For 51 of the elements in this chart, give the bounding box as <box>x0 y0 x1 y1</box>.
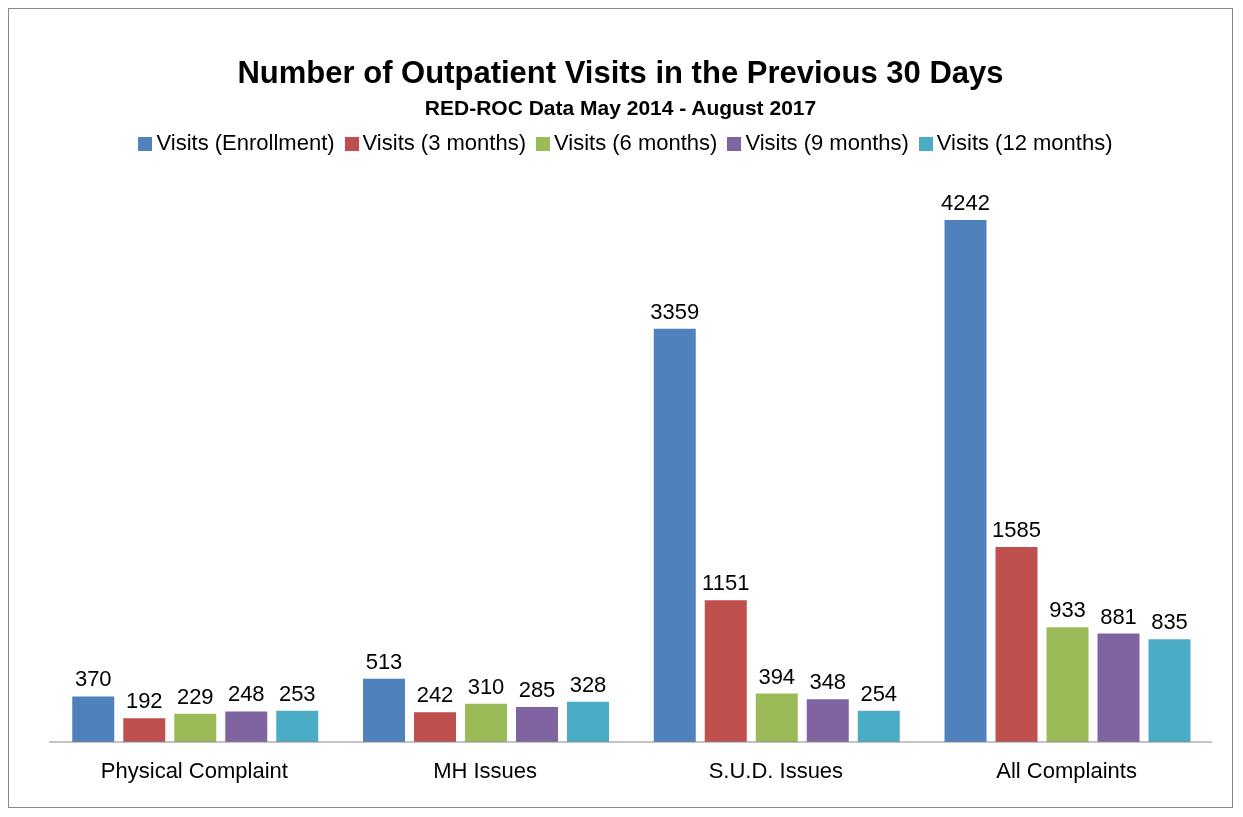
x-tick-label: Physical Complaint <box>100 757 288 783</box>
bar <box>755 693 798 742</box>
data-label: 3359 <box>650 298 700 324</box>
data-label: 285 <box>518 676 556 702</box>
bar <box>414 712 457 742</box>
x-tick-label: MH Issues <box>433 757 538 783</box>
bar <box>857 710 900 742</box>
bar <box>704 600 747 742</box>
data-label: 881 <box>1100 603 1137 629</box>
bar <box>123 718 166 742</box>
data-label: 933 <box>1049 597 1086 623</box>
data-label: 310 <box>467 673 505 699</box>
data-label: 835 <box>1151 609 1188 635</box>
data-label: 254 <box>860 680 898 706</box>
data-label: 370 <box>74 666 112 692</box>
data-label: 1151 <box>702 570 750 596</box>
legend-label: Visits (3 months) <box>362 130 526 155</box>
data-label: 248 <box>227 681 265 707</box>
data-label: 229 <box>176 683 214 709</box>
bar <box>465 703 508 742</box>
data-label: 328 <box>569 671 607 697</box>
bar <box>567 701 610 742</box>
bar <box>944 220 987 742</box>
bar <box>516 706 559 742</box>
bar <box>653 328 696 742</box>
data-label: 253 <box>278 680 316 706</box>
legend-label: Visits (6 months) <box>554 130 718 155</box>
x-tick-label: All Complaints <box>996 757 1137 783</box>
bar <box>225 711 268 742</box>
data-label: 394 <box>758 663 796 689</box>
bar <box>995 546 1038 742</box>
bar <box>1046 627 1089 742</box>
bar <box>1148 639 1191 742</box>
data-label: 4242 <box>941 190 990 215</box>
legend-label: Visits (12 months) <box>936 130 1113 155</box>
data-label: 242 <box>416 682 454 708</box>
legend-label: Visits (9 months) <box>745 130 909 155</box>
chart-title: Number of Outpatient Visits in the Previous 30 Days <box>236 54 1005 92</box>
bar <box>174 713 217 742</box>
bar <box>276 710 319 742</box>
chart-subtitle: RED-ROC Data May 2014 - August 2017 <box>423 95 818 121</box>
data-label: 513 <box>365 648 403 674</box>
bar <box>72 696 115 742</box>
data-label: 348 <box>809 669 847 695</box>
x-tick-label: S.U.D. Issues <box>708 757 844 783</box>
bar <box>806 699 849 742</box>
bar <box>1097 633 1140 742</box>
data-label: 192 <box>125 688 163 714</box>
data-label: 1585 <box>992 516 1041 542</box>
legend-label: Visits (Enrollment) <box>156 130 335 155</box>
bar <box>363 678 406 742</box>
